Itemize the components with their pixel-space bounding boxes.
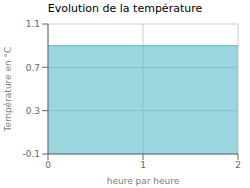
svg-text:1: 1 xyxy=(140,160,146,170)
svg-text:1.1: 1.1 xyxy=(26,19,40,29)
svg-text:heure par heure: heure par heure xyxy=(107,176,180,186)
svg-text:2: 2 xyxy=(235,160,241,170)
svg-text:0: 0 xyxy=(45,160,51,170)
svg-text:-0.1: -0.1 xyxy=(22,149,40,159)
html-text:Evolution de la température: Evolution de la température xyxy=(47,2,203,15)
svg-text:0.7: 0.7 xyxy=(26,63,40,73)
svg-text:0.3: 0.3 xyxy=(26,106,40,116)
svg-text:Température en °C: Température en °C xyxy=(8,47,13,133)
